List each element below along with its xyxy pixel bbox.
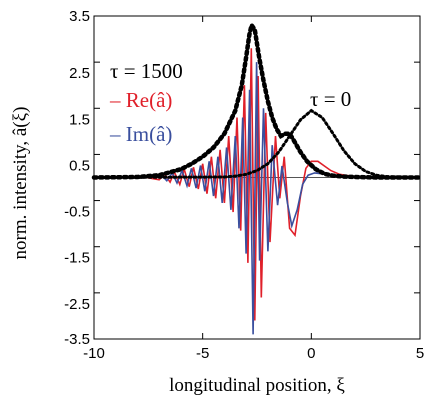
annotation-tau-zero: τ = 0 [310, 87, 351, 111]
y-tick-label: 1.5 [69, 111, 90, 128]
axis-ticks: -10 -5 0 5 3.5 2.5 1.5 0.5 -0.5 -1.5 -2.5 -3.5 [64, 8, 424, 362]
x-tick-label: 5 [416, 345, 424, 362]
y-tick-label: 0.5 [69, 157, 90, 174]
y-axis-label: norm. intensity, â(ξ) [10, 107, 31, 260]
x-tick-label: -5 [196, 345, 209, 362]
y-tick-label: 3.5 [69, 8, 90, 25]
x-tick-label: 0 [307, 345, 315, 362]
series-line-tau-zero [92, 108, 422, 179]
series-line-im [94, 62, 420, 335]
legend-entry-re: – Re(â) [109, 88, 172, 112]
series-line-envelope [91, 19, 423, 180]
y-tick-label: -1.5 [64, 250, 90, 267]
x-tick-label: -10 [83, 345, 105, 362]
y-tick-label: -2.5 [64, 296, 90, 313]
y-tick-label: 2.5 [69, 65, 90, 82]
annotation-tau-1500: τ = 1500 [110, 59, 183, 83]
plot-frame [93, 15, 421, 340]
series-line-re [94, 48, 420, 321]
y-tick-label: -3.5 [64, 331, 90, 348]
y-tick-label: -0.5 [64, 204, 90, 221]
legend-entry-im: – Im(â) [109, 122, 172, 146]
x-axis-label: longitudinal position, ξ [169, 375, 345, 396]
